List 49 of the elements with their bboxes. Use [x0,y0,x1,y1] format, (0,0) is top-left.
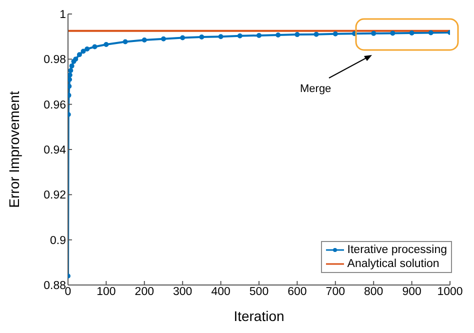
point [142,37,147,42]
point [256,32,262,38]
y-tick-label: 1 [60,9,66,22]
point [84,46,90,52]
point [68,72,72,78]
annotation: Merge [300,83,332,95]
point [294,32,300,38]
point [76,52,82,58]
x-tick-label: 100 [96,286,116,298]
point [314,32,319,37]
x-tick-label: 300 [173,286,192,298]
point [68,68,74,73]
point [161,36,166,42]
x-axis-title: Iteration [234,308,284,324]
point [237,33,242,38]
point [218,34,224,40]
y-tick-label: 0.94 [44,144,67,157]
legend-label: Analytical solution [347,257,440,271]
legend-label: Iterative processing [347,243,447,257]
x-tick-label: 700 [326,286,345,298]
x-tick-label: 1000 [437,286,463,298]
point [332,31,338,36]
x-tick-label: 600 [288,286,307,298]
x-tick-label: 200 [134,286,154,298]
point [276,32,281,38]
y-tick-label: 0.88 [44,280,66,292]
y-axis-title: Error Improvement [6,91,22,208]
x-tick-label: 400 [211,286,230,298]
point [409,30,414,36]
x-tick-label: 0 [64,286,72,298]
point [428,30,434,36]
point [122,39,128,44]
point [69,63,74,68]
y-tick-label: 0.96 [44,99,66,112]
point [92,44,98,50]
point [199,34,204,40]
point [80,48,86,54]
y-tick-label: 0.98 [44,54,66,66]
point [180,35,186,40]
y-tick-label: 0.92 [44,190,66,202]
point [104,42,109,47]
point [390,30,396,36]
x-tick-label: 800 [364,286,384,298]
point [68,84,72,89]
x-tick-label: 900 [402,286,422,298]
x-tick-label: 500 [249,286,269,298]
point [371,30,376,36]
point [68,76,72,82]
y-tick-label: 0.9 [50,234,66,247]
